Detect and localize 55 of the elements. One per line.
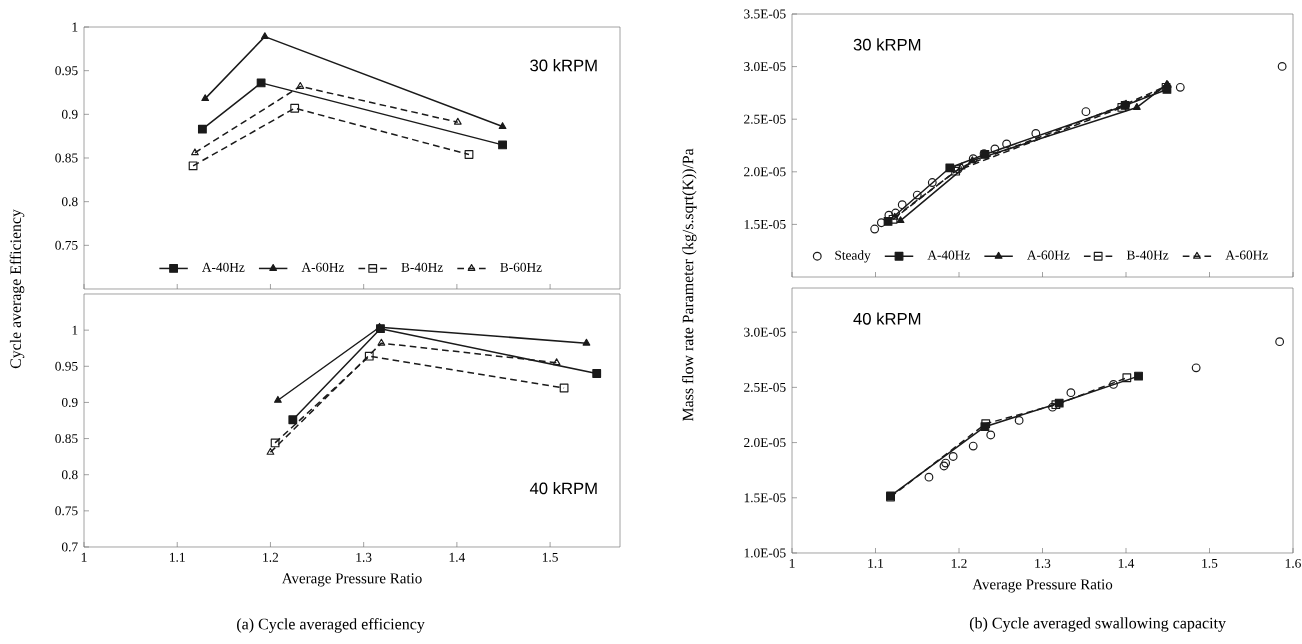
y-tick-label: 0.9 — [61, 397, 78, 407]
x-tick-label: 1.3 — [356, 552, 372, 562]
x-tick-label: 1.6 — [1285, 558, 1301, 568]
y-axis-title: Cycle average Efficiency — [9, 209, 25, 369]
text: (a) Cycle averaged efficiency — [237, 618, 425, 633]
y-tick-label: 2.0E-05 — [744, 438, 786, 448]
legend-label: B-40Hz — [401, 262, 443, 272]
x-axis-title: Average Pressure Ratio — [281, 573, 422, 587]
text: 30 kRPM — [853, 38, 921, 51]
legend-label: B-40Hz — [1126, 250, 1169, 260]
text: 40 kRPM — [529, 482, 597, 495]
y-tick-label: 1.0E-05 — [744, 548, 786, 558]
y-tick-label: 2.5E-05 — [744, 382, 786, 392]
x-tick-label: 1.2 — [951, 558, 967, 568]
x-tick-label: 1.4 — [449, 552, 466, 562]
y-tick-label: 0.75 — [55, 240, 78, 250]
legend-label: B-60Hz — [500, 262, 542, 272]
y-tick-label: 3.0E-05 — [744, 62, 786, 72]
text: 30 kRPM — [530, 59, 597, 72]
y-tick-label: 0.95 — [55, 361, 78, 371]
y-tick-label: 1 — [72, 22, 78, 32]
x-tick-label: 1.4 — [1118, 558, 1135, 568]
legend-label: A-40Hz — [927, 250, 970, 260]
x-tick-label: 1.5 — [542, 552, 558, 562]
y-tick-label: 1.5E-05 — [744, 219, 786, 229]
y-tick-label: 0.9 — [61, 109, 78, 119]
y-tick-label: 3.5E-05 — [744, 9, 786, 19]
legend-label: A-60Hz — [301, 262, 345, 272]
x-tick-label: 1.1 — [170, 552, 185, 562]
y-axis-title: Mass flow rate Parameter (kg/s.sqrt(K))/Pa — [682, 148, 697, 421]
y-tick-label: 2.0E-05 — [744, 167, 786, 177]
x-tick-label: 1 — [81, 552, 87, 562]
y-tick-label: 0.95 — [55, 66, 78, 76]
x-tick-label: 1 — [789, 558, 795, 568]
y-tick-label: 1 — [72, 325, 78, 335]
text: 40 kRPM — [853, 312, 921, 325]
x-axis-title: Average Pressure Ratio — [972, 579, 1113, 593]
legend-label: A-60Hz — [1225, 250, 1268, 260]
y-tick-label: 0.7 — [61, 542, 78, 552]
x-tick-label: 1.3 — [1035, 558, 1051, 568]
y-tick-label: 0.85 — [55, 153, 78, 163]
legend-label: A-40Hz — [202, 262, 245, 272]
y-tick-label: 0.85 — [55, 434, 78, 444]
legend-label: Steady — [835, 250, 871, 263]
y-tick-label: 2.5E-05 — [744, 114, 786, 124]
y-tick-label: 0.8 — [61, 470, 78, 480]
y-tick-label: 0.8 — [61, 197, 78, 207]
legend-label: A-60Hz — [1027, 250, 1070, 260]
x-tick-label: 1.2 — [263, 552, 279, 562]
y-tick-label: 3.0E-05 — [744, 327, 786, 337]
y-tick-label: 1.5E-05 — [744, 493, 786, 503]
text: (b) Cycle averaged swallowing capacity — [969, 617, 1226, 632]
x-tick-label: 1.1 — [868, 558, 884, 568]
y-tick-label: 0.75 — [55, 506, 78, 516]
x-tick-label: 1.5 — [1202, 558, 1218, 568]
